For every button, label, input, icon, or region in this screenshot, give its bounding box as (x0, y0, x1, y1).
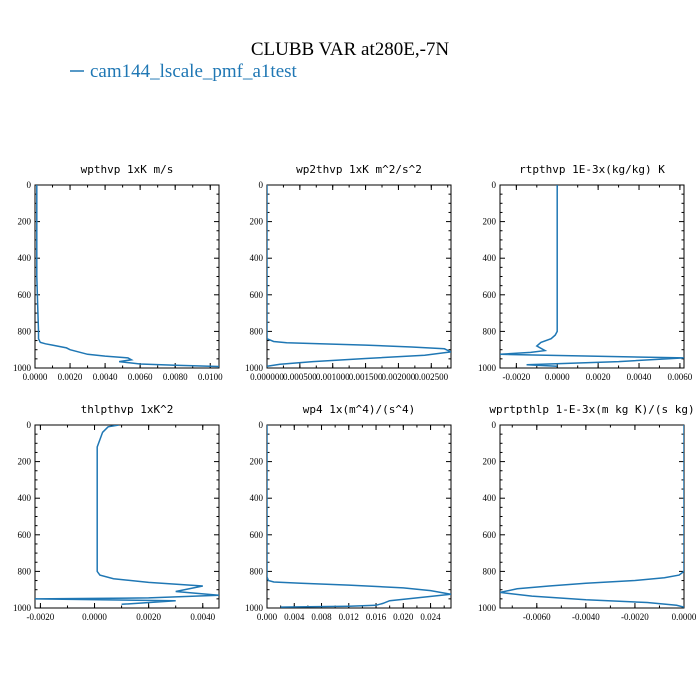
y-tick-label: 200 (483, 217, 497, 227)
y-tick-label: 0 (259, 420, 264, 430)
x-tick-label: 0.002000 (382, 372, 416, 382)
x-tick-label: 0.024 (420, 612, 441, 622)
x-tick-label: -0.0020 (621, 612, 649, 622)
x-tick-label: 0.004 (284, 612, 305, 622)
x-tick-label: 0.0040 (190, 612, 215, 622)
x-tick-label: -0.0020 (27, 612, 55, 622)
series-line (267, 425, 451, 608)
y-tick-label: 400 (18, 253, 32, 263)
chart-panel-4: thlpthvp 1xK^2 0 200 400 600 800 1000-0.0020 0.… (13, 403, 220, 622)
x-tick-label: 0.0000 (545, 372, 570, 382)
y-tick-label: 400 (483, 253, 497, 263)
y-tick-label: 0 (492, 420, 497, 430)
y-tick-label: 200 (18, 457, 32, 467)
plot-frame (499, 184, 685, 369)
x-tick-label: 0.0080 (163, 372, 188, 382)
y-tick-label: 1000 (13, 363, 32, 373)
y-tick-label: 400 (483, 493, 497, 503)
x-tick-label: 0.0020 (58, 372, 83, 382)
legend-label: cam144_lscale_pmf_a1test (90, 61, 298, 82)
y-tick-label: 800 (483, 326, 497, 336)
y-tick-label: 0 (492, 180, 497, 190)
y-tick-label: 1000 (13, 603, 32, 613)
y-tick-label: 800 (18, 326, 32, 336)
chart-panel-6: wprtpthlp 1-E-3x(m kg K)/(s kg) 0 200 400 60… (478, 403, 697, 622)
y-tick-label: 800 (250, 326, 264, 336)
plot-frame (499, 424, 685, 609)
chart-title: wprtpthlp 1-E-3x(m kg K)/(s kg) (489, 403, 694, 416)
series-line (500, 425, 684, 608)
x-tick-label: 0.0040 (93, 372, 118, 382)
y-tick-label: 800 (483, 566, 497, 576)
chart-title: wp2thvp 1xK m^2/s^2 (296, 163, 422, 176)
x-tick-label: 0.0000 (672, 612, 697, 622)
chart-panel-2: wp2thvp 1xK m^2/s^2020040060080010000.00… (245, 163, 452, 382)
x-tick-label: 0.000500 (283, 372, 317, 382)
y-tick-label: 200 (250, 457, 264, 467)
x-tick-label: 0.000 (257, 612, 278, 622)
chart-title: wpthvp 1xK m/s (81, 163, 174, 176)
x-tick-label: 0.016 (366, 612, 387, 622)
y-tick-label: 200 (250, 217, 264, 227)
y-tick-label: 1000 (245, 603, 264, 613)
x-tick-label: 0.020 (393, 612, 414, 622)
y-tick-label: 600 (483, 530, 497, 540)
figure-title: CLUBB VAR at280E,-7N (251, 39, 450, 60)
x-tick-label: -0.0060 (523, 612, 551, 622)
series-line (267, 185, 451, 367)
x-tick-label: 0.001000 (316, 372, 350, 382)
series-line (36, 185, 219, 368)
chart-title: rtpthvp 1E-3x(kg/kg) K (519, 163, 665, 176)
series-line (35, 425, 219, 606)
x-tick-label: 0.0060 (668, 372, 693, 382)
y-tick-label: 200 (483, 457, 497, 467)
y-tick-label: 400 (250, 253, 264, 263)
x-tick-label: -0.0020 (502, 372, 530, 382)
y-tick-label: 600 (483, 290, 497, 300)
chart-panel-3: rtpthvp 1E-3x(kg/kg) K 0 200 400 600 800 1000-… (478, 163, 693, 382)
y-tick-label: 1000 (478, 603, 497, 613)
plot-frame (34, 184, 220, 369)
y-tick-label: 200 (18, 217, 32, 227)
y-tick-label: 1000 (478, 363, 497, 373)
x-tick-label: 0.012 (339, 612, 359, 622)
x-tick-label: 0.0000 (23, 372, 48, 382)
y-tick-label: 600 (18, 290, 32, 300)
x-tick-label: 0.0040 (627, 372, 652, 382)
y-tick-label: 800 (18, 566, 32, 576)
y-tick-label: 400 (18, 493, 32, 503)
x-tick-label: 0.0060 (128, 372, 153, 382)
chart-title: wp4 1x(m^4)/(s^4) (303, 403, 416, 416)
plot-frame (266, 424, 452, 609)
x-tick-label: 0.002500 (414, 372, 448, 382)
x-tick-label: 0.008 (311, 612, 332, 622)
x-tick-label: 0.0100 (198, 372, 223, 382)
x-tick-label: 0.0020 (136, 612, 161, 622)
y-tick-label: 800 (250, 566, 264, 576)
y-tick-label: 0 (259, 180, 264, 190)
y-tick-label: 600 (250, 530, 264, 540)
x-tick-label: 0.001500 (349, 372, 383, 382)
y-tick-label: 0 (27, 420, 32, 430)
x-tick-label: -0.0040 (572, 612, 600, 622)
x-tick-label: 0.0020 (586, 372, 611, 382)
x-tick-label: 0.0000 (82, 612, 107, 622)
series-line (500, 185, 684, 367)
plot-frame (266, 184, 452, 369)
y-tick-label: 600 (18, 530, 32, 540)
y-tick-label: 0 (27, 180, 32, 190)
y-tick-label: 1000 (245, 363, 264, 373)
chart-title: thlpthvp 1xK^2 (81, 403, 174, 416)
y-tick-label: 600 (250, 290, 264, 300)
y-tick-label: 400 (250, 493, 264, 503)
x-tick-label: 0.000000 (250, 372, 284, 382)
